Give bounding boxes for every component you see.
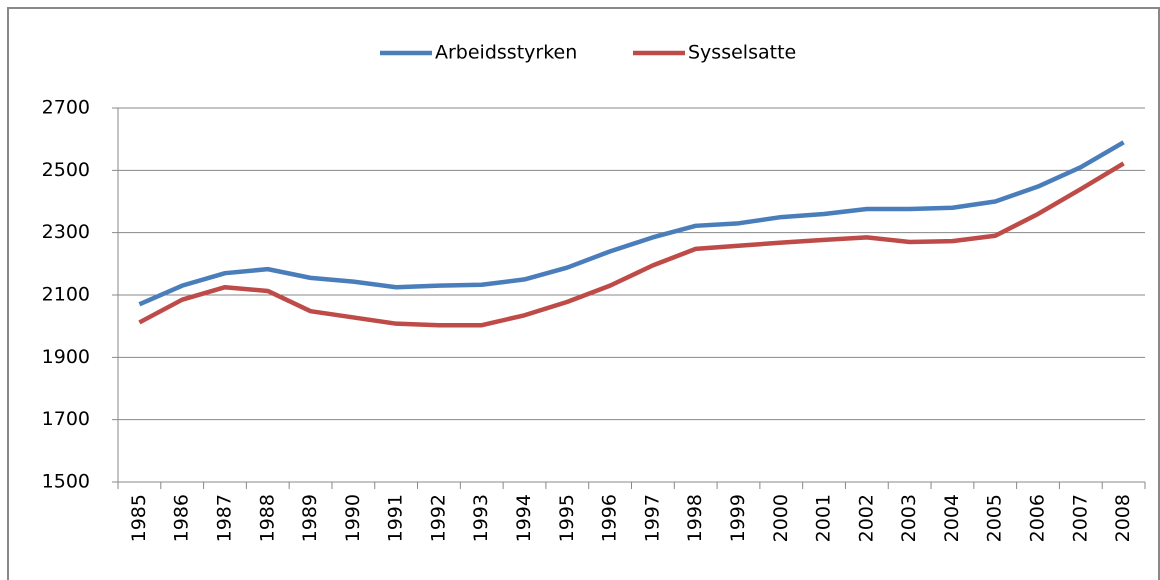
x-tick-label: 1988 — [256, 494, 278, 542]
x-tick-label: 1992 — [427, 494, 449, 542]
y-tick-label: 1700 — [42, 408, 90, 430]
x-tick-label: 2008 — [1112, 494, 1134, 542]
x-tick-label: 1994 — [513, 494, 535, 542]
x-tick-label: 1991 — [385, 494, 407, 542]
x-tick-label: 1989 — [299, 494, 321, 542]
legend-label: Sysselsatte — [688, 42, 796, 64]
line-series — [138, 140, 1125, 307]
x-tick-label: 1993 — [470, 494, 492, 542]
y-tick-label: 2100 — [42, 284, 90, 306]
x-tick-label: 1990 — [342, 494, 364, 542]
x-tick-label: 1995 — [556, 494, 578, 542]
x-tick-label: 1986 — [171, 494, 193, 542]
x-tick-label: 2000 — [770, 494, 792, 542]
x-tick-label: 1987 — [213, 494, 235, 542]
y-tick-label: 1500 — [42, 471, 90, 493]
x-tick-label: 1996 — [599, 494, 621, 542]
x-tick-label: 2003 — [898, 494, 920, 542]
x-tick-label: 2001 — [813, 494, 835, 542]
legend-label: Arbeidsstyrken — [435, 42, 577, 64]
x-tick-label: 1998 — [684, 494, 706, 542]
y-tick-label: 2700 — [42, 97, 90, 119]
x-tick-label: 1999 — [727, 494, 749, 542]
x-tick-label: 2005 — [984, 494, 1006, 542]
y-tick-label: 1900 — [42, 346, 90, 368]
x-tick-label: 2004 — [941, 494, 963, 542]
x-tick-label: 2007 — [1069, 494, 1091, 542]
y-tick-label: 2300 — [42, 221, 90, 243]
x-tick-label: 2002 — [855, 494, 877, 542]
x-tick-label: 1997 — [641, 494, 663, 542]
y-tick-label: 2500 — [42, 159, 90, 181]
x-tick-label: 2006 — [1027, 494, 1049, 542]
x-tick-label: 1985 — [128, 494, 150, 542]
line-series — [138, 161, 1125, 328]
